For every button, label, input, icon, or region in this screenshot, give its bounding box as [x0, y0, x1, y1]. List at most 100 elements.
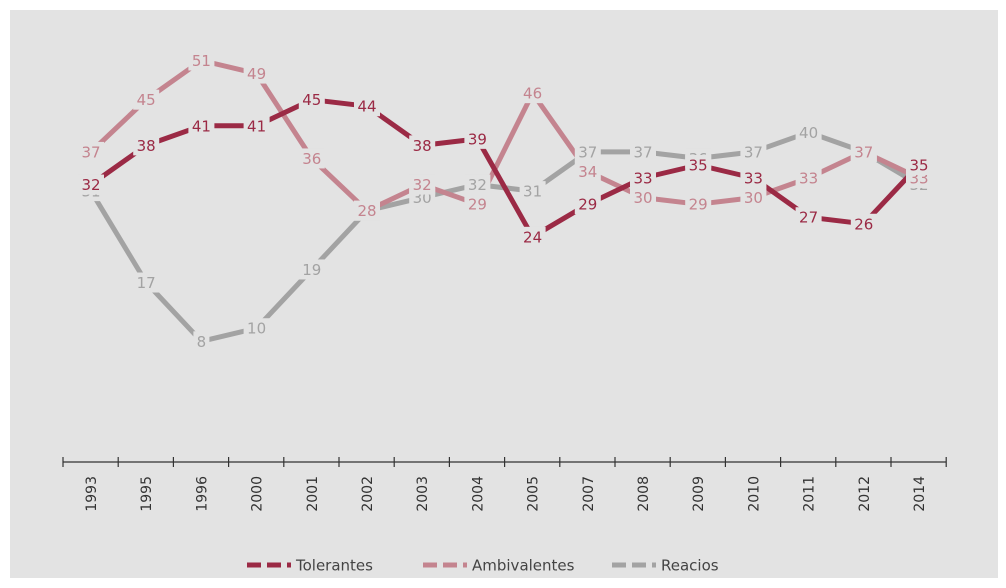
- svg-text:33: 33: [633, 170, 652, 188]
- svg-text:29: 29: [468, 196, 487, 214]
- data-label-reacios: 10: [243, 318, 270, 339]
- svg-text:45: 45: [302, 91, 321, 109]
- x-tick-label: 2004: [470, 476, 486, 512]
- chart-panel: [10, 10, 998, 578]
- legend-item-reacios: Reacios: [612, 557, 719, 575]
- data-label-ambivalentes: 46: [519, 83, 546, 104]
- x-tick-label: 2001: [305, 476, 321, 512]
- svg-text:19: 19: [302, 261, 321, 279]
- svg-text:30: 30: [633, 189, 652, 207]
- svg-text:38: 38: [413, 137, 432, 155]
- svg-text:37: 37: [854, 143, 873, 161]
- svg-text:27: 27: [799, 209, 818, 227]
- data-label-tolerantes: 38: [133, 135, 160, 156]
- svg-text:34: 34: [578, 163, 597, 181]
- data-label-ambivalentes: 29: [685, 194, 712, 215]
- data-label-tolerantes: 24: [519, 226, 546, 247]
- svg-text:37: 37: [633, 143, 652, 161]
- data-label-reacios: 40: [795, 122, 822, 143]
- data-label-tolerantes: 35: [906, 154, 932, 175]
- svg-text:38: 38: [137, 137, 156, 155]
- data-label-reacios: 17: [133, 272, 160, 293]
- svg-text:39: 39: [468, 130, 487, 148]
- legend-label: Reacios: [661, 557, 719, 575]
- data-label-ambivalentes: 45: [133, 89, 160, 110]
- x-tick-label: 2014: [912, 476, 928, 512]
- data-label-ambivalentes: 34: [574, 161, 601, 182]
- data-label-tolerantes: 33: [630, 168, 656, 189]
- legend: Tolerantes Ambivalentes Reacios: [247, 557, 719, 575]
- data-label-tolerantes: 41: [188, 115, 215, 136]
- data-label-tolerantes: 45: [298, 89, 325, 110]
- svg-text:41: 41: [192, 117, 211, 135]
- x-tick-label: 1993: [84, 476, 100, 512]
- svg-text:8: 8: [197, 333, 207, 351]
- x-tick-label: 1995: [139, 476, 155, 512]
- data-label-tolerantes: 41: [243, 115, 270, 136]
- data-label-tolerantes: 32: [78, 174, 104, 195]
- x-tick-label: 1996: [194, 476, 210, 512]
- legend-label: Ambivalentes: [472, 557, 575, 575]
- svg-text:41: 41: [247, 117, 266, 135]
- svg-text:31: 31: [523, 183, 542, 201]
- svg-text:44: 44: [357, 98, 376, 116]
- svg-text:26: 26: [854, 215, 873, 233]
- data-label-reacios: 32: [464, 174, 491, 195]
- data-label-ambivalentes: 33: [795, 168, 822, 189]
- x-tick-label: 2007: [581, 476, 597, 512]
- series-line-reacios: [88, 129, 921, 344]
- svg-text:37: 37: [744, 143, 763, 161]
- svg-text:35: 35: [689, 156, 708, 174]
- svg-text:29: 29: [689, 196, 708, 214]
- svg-text:32: 32: [413, 176, 432, 194]
- svg-text:33: 33: [799, 170, 818, 188]
- series-line-ambivalentes: [89, 58, 921, 214]
- series-line-tolerantes: [89, 97, 921, 240]
- svg-text:46: 46: [523, 85, 542, 103]
- svg-text:37: 37: [81, 143, 100, 161]
- svg-text:45: 45: [137, 91, 156, 109]
- data-label-reacios: 31: [519, 181, 546, 202]
- legend-item-tolerantes: Tolerantes: [247, 557, 373, 575]
- svg-text:33: 33: [744, 170, 763, 188]
- x-tick-label: 2010: [746, 476, 762, 512]
- data-label-ambivalentes: 30: [630, 187, 656, 208]
- x-tick-label: 2011: [802, 476, 818, 512]
- data-label-reacios: 8: [193, 331, 210, 352]
- svg-text:32: 32: [81, 176, 100, 194]
- svg-text:36: 36: [302, 150, 321, 168]
- svg-text:37: 37: [578, 143, 597, 161]
- data-label-tolerantes: 39: [464, 128, 491, 149]
- data-label-reacios: 37: [630, 141, 656, 162]
- svg-text:10: 10: [247, 320, 266, 338]
- svg-text:24: 24: [523, 228, 542, 246]
- x-tick-label: 2002: [360, 476, 376, 512]
- data-label-ambivalentes: 28: [354, 200, 380, 221]
- data-label-tolerantes: 33: [740, 168, 767, 189]
- x-tick-label: 2003: [415, 476, 431, 512]
- x-tick-label: 2000: [250, 476, 266, 512]
- legend-label: Tolerantes: [295, 557, 373, 575]
- data-label-ambivalentes: 32: [409, 174, 436, 195]
- data-label-ambivalentes: 37: [850, 141, 877, 162]
- x-tick-label: 2012: [857, 476, 873, 512]
- data-label-reacios: 19: [298, 259, 325, 280]
- legend-item-ambivalentes: Ambivalentes: [423, 557, 575, 575]
- data-label-ambivalentes: 49: [243, 63, 270, 84]
- data-label-tolerantes: 35: [685, 154, 712, 175]
- svg-text:17: 17: [137, 274, 156, 292]
- svg-text:29: 29: [578, 196, 597, 214]
- svg-text:35: 35: [909, 156, 928, 174]
- data-label-reacios: 37: [574, 141, 601, 162]
- data-label-reacios: 37: [740, 141, 767, 162]
- data-label-ambivalentes: 36: [298, 148, 325, 169]
- data-label-ambivalentes: 37: [78, 141, 104, 162]
- data-label-ambivalentes: 29: [464, 194, 491, 215]
- data-label-ambivalentes: 51: [188, 50, 215, 71]
- x-tick-label: 2005: [526, 476, 542, 512]
- data-labels: 3117810192830323137373637403732374551493…: [78, 50, 932, 352]
- data-label-tolerantes: 38: [409, 135, 436, 156]
- data-label-tolerantes: 29: [574, 194, 601, 215]
- data-label-ambivalentes: 30: [740, 187, 767, 208]
